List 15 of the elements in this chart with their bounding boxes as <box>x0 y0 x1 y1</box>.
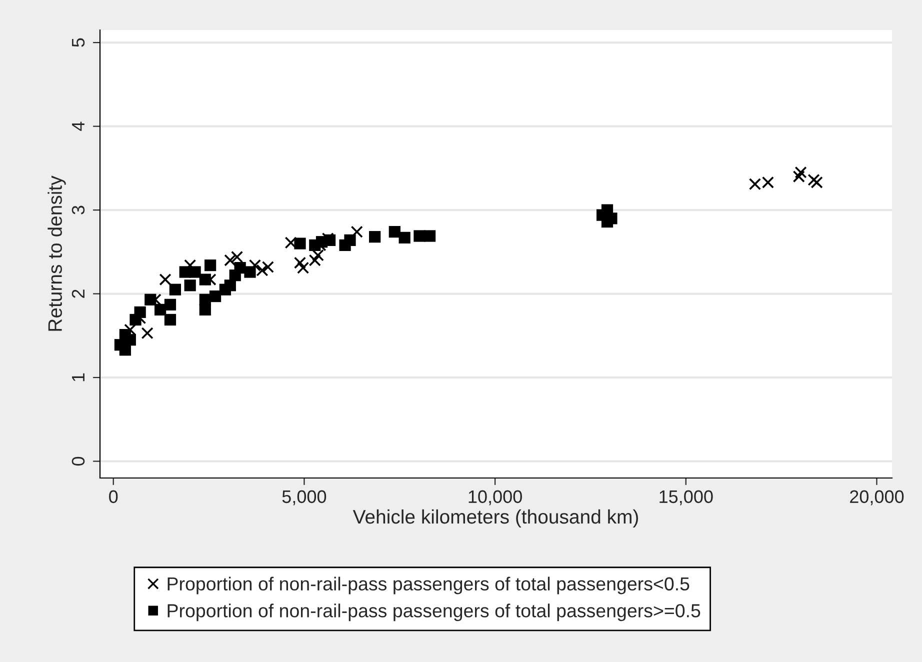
y-tick-label: 2 <box>72 290 84 298</box>
y-tick-label: 3 <box>72 206 85 214</box>
y-axis-title: Returns to density <box>48 176 66 331</box>
legend-label: Proportion of non-rail-pass passengers of total passengers<0.5 <box>168 576 690 594</box>
x-axis-title: Vehicle kilometers (thousand km) <box>352 509 638 528</box>
y-tick-label: 1 <box>72 373 84 382</box>
y-tick-label: 0 <box>72 456 85 466</box>
y-tick-label: 5 <box>72 38 85 47</box>
x-tick-label: 15,000 <box>660 490 713 506</box>
x-tick-label: 0 <box>109 490 118 504</box>
x-tick-label: 10,000 <box>468 490 522 506</box>
legend-label: Proportion of non-rail-pass passengers of total passengers>=0.5 <box>168 604 700 622</box>
x-tick-label: 20,000 <box>850 490 904 506</box>
y-tick-label: 4 <box>72 122 84 131</box>
x-tick-label: 5,000 <box>282 490 326 506</box>
